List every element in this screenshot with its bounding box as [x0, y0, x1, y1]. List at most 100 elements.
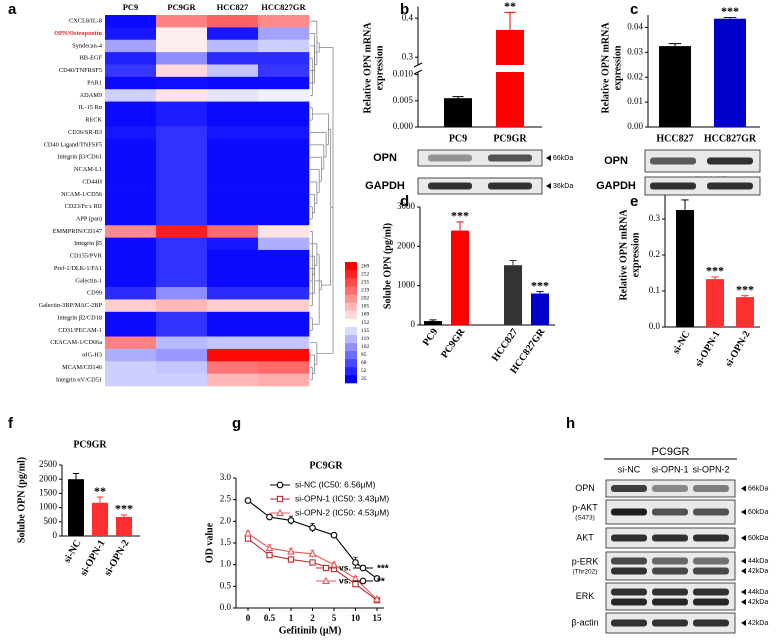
y-tick-label: 0.2 [649, 249, 660, 259]
marker [330, 560, 338, 568]
heatmap-cell [207, 76, 259, 90]
heatmap-cell [207, 39, 259, 53]
heatmap-cell [258, 175, 310, 189]
heatmap-cell [156, 76, 208, 90]
heatmap-cell [156, 262, 208, 275]
blot-band [611, 534, 647, 542]
blot-band [652, 598, 688, 606]
heatmap-cell [105, 361, 157, 374]
heatmap-cell [105, 262, 157, 275]
row-label: CEACAM-1/CD66a [50, 339, 102, 346]
y-tick-label: 0.00 [627, 121, 643, 131]
size-label: 60kDa [748, 535, 768, 542]
heatmap-cell [207, 237, 259, 251]
blot-band [652, 557, 688, 565]
y-tick-label: 1000 [39, 502, 58, 512]
comparison-significance: *** [377, 564, 389, 575]
marker [330, 531, 338, 539]
y-axis-label: Solube OPN (pg/ml) [16, 457, 27, 543]
blot-band [611, 588, 647, 596]
x-tick-label: 5 [332, 613, 337, 623]
heatmap-cell [156, 52, 208, 65]
panel-letter: d [400, 193, 409, 210]
y-tick-label: 3.0 [220, 472, 232, 482]
heatmap-cell [156, 225, 208, 238]
heatmap-cell [258, 249, 310, 263]
row-label: MCAM/CD146 [62, 364, 102, 371]
blot-band [650, 182, 696, 190]
heatmap-cell [105, 101, 157, 115]
heatmap-cell [207, 64, 259, 78]
heatmap-cell [207, 373, 259, 387]
blot-header: PC9GR [652, 446, 690, 458]
heatmap-cell [207, 101, 259, 115]
heatmap-cell [258, 52, 310, 65]
colorbar-label: 102 [361, 344, 370, 350]
legend-marker [276, 495, 284, 503]
x-tick-label: 0 [246, 613, 251, 623]
heatmap-cell [105, 212, 157, 226]
blot-band [693, 567, 729, 575]
significance: *** [736, 282, 754, 296]
bar [451, 230, 469, 325]
x-tick-label: 10 [351, 613, 361, 623]
y-tick-label: 2000 [397, 240, 416, 250]
marker [265, 543, 274, 552]
blot-panel [605, 582, 736, 611]
y-tick-label: 0.010 [393, 69, 414, 79]
marker [373, 575, 381, 582]
y-tick-label: 2500 [39, 459, 58, 469]
heatmap-cell [105, 163, 157, 177]
marker [322, 564, 330, 572]
row-label: OPN/Osteopontin [54, 30, 102, 37]
x-tick-label: 0.5 [264, 613, 276, 623]
legend-marker [276, 508, 284, 516]
heatmap-cell [258, 287, 310, 300]
heatmap-cell [207, 299, 259, 313]
bar [68, 479, 84, 536]
heatmap-cell [258, 299, 310, 313]
x-tick-label: HCC827 [656, 133, 693, 144]
y-axis-label: expression [630, 232, 641, 277]
heatmap-cell [207, 126, 259, 139]
comparison-label: vs. [339, 562, 351, 572]
y-tick-label: 3000 [397, 201, 416, 211]
row-label: PAR1 [87, 79, 102, 86]
heatmap-cell [207, 15, 259, 28]
blot-panel [644, 149, 761, 173]
colorbar-label: 119 [361, 336, 369, 342]
blot-panel [417, 149, 543, 167]
x-tick-label: PC9 [449, 133, 467, 144]
size-arrow [546, 183, 551, 189]
size-arrow [741, 509, 746, 515]
heatmap-cell [105, 311, 157, 325]
colorbar-label: 68 [361, 360, 367, 366]
row-label: Integrin β5 [74, 240, 102, 247]
y-tick-label: 1500 [39, 487, 58, 497]
y-tick-label: 0.0 [220, 602, 232, 612]
row-label: NCAM-1/CD56 [61, 191, 102, 198]
colorbar-label: 252 [361, 271, 370, 277]
y-axis-label: Relative OPN mRNA [362, 22, 373, 114]
heatmap-cell [105, 373, 157, 387]
marker [266, 513, 273, 521]
heatmap-cell [156, 163, 208, 177]
heatmap-cell [258, 348, 310, 362]
bar [116, 516, 132, 536]
marker [322, 576, 330, 584]
heatmap-cell [105, 249, 157, 263]
row-label: Integrin β3/CD61 [57, 154, 102, 161]
row-label: CD31/PECAM-1 [58, 327, 102, 334]
colorbar-step [345, 342, 357, 352]
significance: *** [706, 264, 724, 278]
heatmap-cell [105, 151, 157, 164]
row-label: RECK [85, 117, 102, 124]
legend-label: si-NC (IC50: 6.56μM) [295, 479, 376, 489]
colorbar-step [345, 278, 357, 287]
heatmap-cell [207, 324, 259, 337]
heatmap-cell [156, 311, 208, 325]
bar [659, 46, 691, 127]
y-axis-label: Relative OPN mRNA [600, 22, 611, 114]
row-label: ADAM9 [80, 92, 102, 99]
heatmap-cell [258, 336, 310, 350]
